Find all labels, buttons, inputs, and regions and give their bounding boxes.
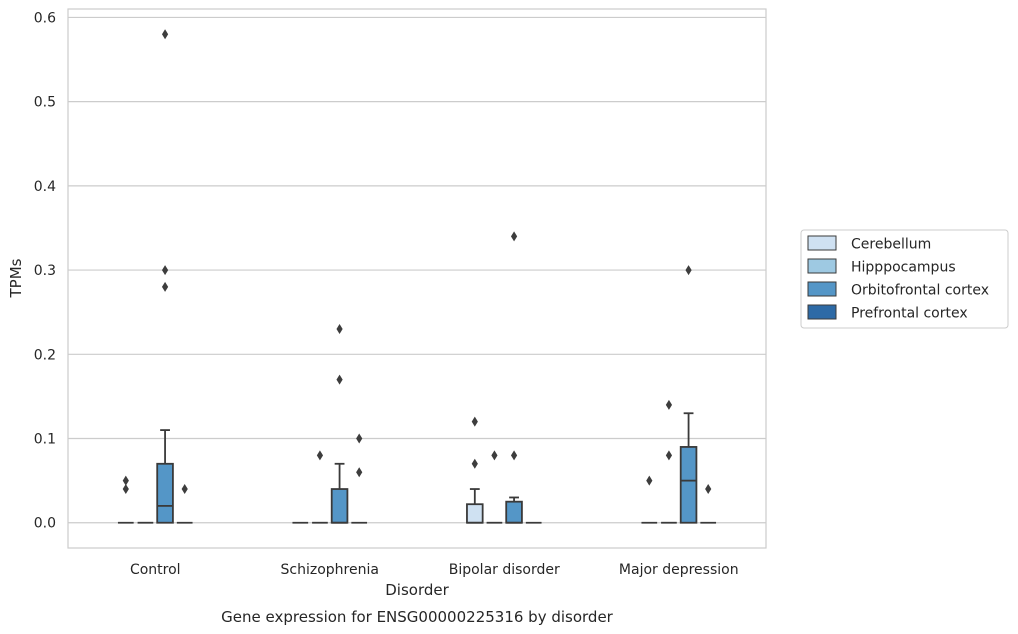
y-tick-label: 0.3 [34,263,56,279]
y-tick-label: 0.5 [34,95,56,111]
box-prefrontal-cortex [700,484,717,524]
grid-lines [68,16,766,524]
outlier-point [122,484,129,495]
y-tick-labels: 0.0 0.1 0.2 0.3 0.4 0.5 0.6 [34,10,56,531]
outlier-point [316,450,324,461]
x-tick-label: Schizophrenia [281,562,379,578]
legend: Cerebellum Hipppocampus Orbitofrontal cort… [800,229,1009,329]
outlier-point [336,374,343,385]
x-tick-labels: Control Schizophrenia Bipolar disorder Majo… [130,562,739,578]
box-hipppocampus [312,450,328,524]
legend-swatch [807,281,837,297]
legend-swatch [807,258,837,274]
outlier-point [471,458,478,469]
y-tick-label: 0.6 [34,10,56,26]
legend-label: Orbitofrontal cortex [851,283,989,299]
outlier-point [122,475,129,486]
outlier-point [646,475,653,486]
box-orbitofrontal-cortex [679,265,698,524]
legend-frame [800,229,1009,329]
box-iqr [679,446,698,524]
box-hipppocampus [661,399,677,524]
box-hipppocampus [486,450,503,524]
box-orbitofrontal-cortex [156,29,174,524]
box-prefrontal-cortex [176,484,193,524]
outlier-point [161,29,169,40]
box-orbitofrontal-cortex [505,231,523,524]
box-iqr [156,462,174,524]
outlier-point [665,450,673,461]
box-prefrontal-cortex [351,433,368,524]
outlier-point [705,484,712,495]
y-tick-label: 0.2 [34,347,56,363]
outlier-point [161,265,169,276]
y-tick-label: 0.1 [34,432,56,448]
outlier-point [181,484,188,495]
outlier-point [510,231,518,242]
chart-title: Gene expression for ENSG00000225316 by d… [221,608,614,626]
outlier-point [491,450,498,461]
outlier-point [510,450,518,461]
box-iqr [505,500,523,524]
legend-swatch [807,235,837,251]
legend-label: Cerebellum [851,237,931,253]
box-orbitofrontal-cortex [330,324,349,524]
outlier-point [356,433,363,444]
box-cerebellum [466,416,484,524]
x-tick-label: Major depression [619,562,739,578]
box-cerebellum [641,475,658,524]
x-axis-title: Disorder [385,581,449,599]
box-iqr [466,503,484,524]
outlier-point [356,467,363,478]
legend-label: Prefrontal cortex [851,306,968,322]
outlier-point [685,265,692,276]
y-axis-title: TPMs [7,258,25,298]
outlier-point [161,281,169,292]
legend-swatch [807,304,837,320]
y-tick-label: 0.4 [34,179,56,195]
box-iqr [330,488,349,524]
outlier-point [471,416,478,427]
x-tick-label: Bipolar disorder [449,562,560,578]
box-series [117,29,717,524]
outlier-point [336,324,343,335]
x-tick-label: Control [130,562,181,578]
outlier-point [665,399,673,410]
box-cerebellum [117,475,134,524]
plot-frame [67,8,767,549]
y-tick-label: 0.0 [34,516,56,532]
legend-label: Hipppocampus [851,260,956,276]
